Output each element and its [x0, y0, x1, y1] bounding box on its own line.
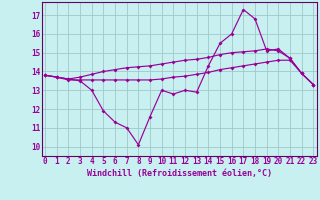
X-axis label: Windchill (Refroidissement éolien,°C): Windchill (Refroidissement éolien,°C): [87, 169, 272, 178]
